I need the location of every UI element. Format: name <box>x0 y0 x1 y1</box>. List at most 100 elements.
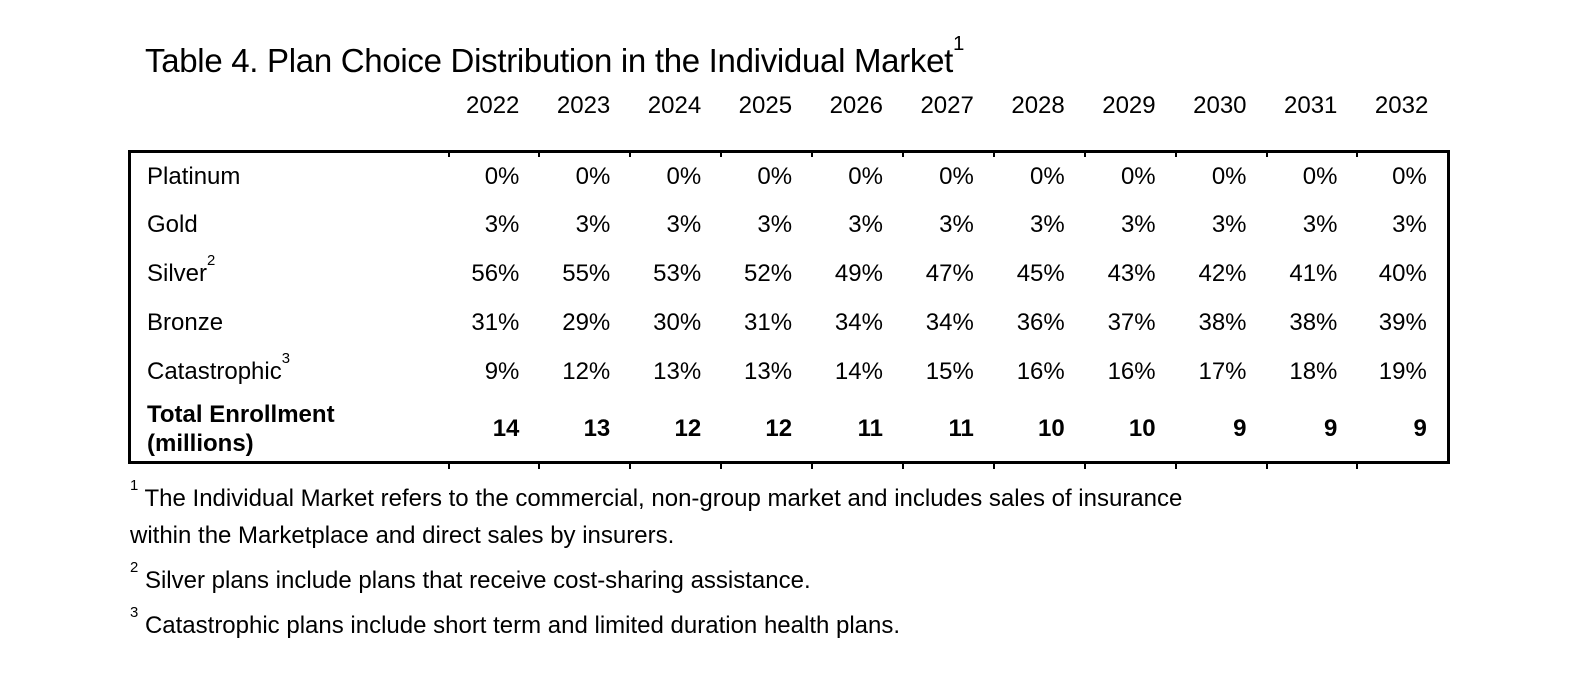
year-header: 2027 <box>920 92 974 119</box>
table-row-platinum: Platinum 0% 0% 0% 0% 0% 0% 0% 0% 0% 0% 0… <box>128 150 1450 201</box>
cell-value: 30% <box>653 309 702 336</box>
table-body: Platinum 0% 0% 0% 0% 0% 0% 0% 0% 0% 0% 0… <box>128 150 1450 469</box>
cell-value: 16% <box>1107 358 1156 385</box>
cell-value: 3% <box>1120 211 1156 238</box>
year-header: 2024 <box>647 92 702 119</box>
total-cell-value: 14 <box>447 396 540 469</box>
total-cell-value: 9 <box>1356 396 1450 469</box>
cell-value: 43% <box>1107 260 1156 287</box>
total-enrollment-row: Total Enrollment (millions) 14 13 12 12 … <box>128 396 1450 469</box>
cell-value: 49% <box>834 260 883 287</box>
cell-value: 55% <box>562 260 611 287</box>
cell-value: 45% <box>1016 260 1065 287</box>
cell-value: 3% <box>939 211 974 238</box>
total-cell-value: 9 <box>1174 396 1267 469</box>
table-title-text: Table 4. Plan Choice Distribution in the… <box>145 42 954 79</box>
total-cell-value: 12 <box>629 396 722 469</box>
cell-value: 3% <box>666 211 702 238</box>
table-row-bronze: Bronze 31% 29% 30% 31% 34% 34% 36% 37% 3… <box>128 298 1450 348</box>
cell-value: 0% <box>629 150 722 201</box>
year-header: 2030 <box>1193 92 1247 119</box>
cell-value: 3% <box>1211 211 1247 238</box>
cell-value: 0% <box>901 150 994 201</box>
cell-value: 15% <box>925 358 974 385</box>
plan-choice-table: 2022 2023 2024 2025 2026 2027 2028 2029 … <box>128 92 1450 469</box>
row-label: Catastrophic3 <box>128 347 449 397</box>
year-header: 2026 <box>829 92 883 119</box>
total-cell-value: 13 <box>538 396 631 469</box>
cell-value: 3% <box>1030 211 1065 238</box>
cell-value: 0% <box>1174 150 1267 201</box>
cell-value: 3% <box>848 211 883 238</box>
cell-value: 12% <box>562 358 611 385</box>
year-header: 2032 <box>1374 92 1429 119</box>
cell-value: 3% <box>484 211 520 238</box>
total-cell-value: 11 <box>811 396 903 469</box>
document-page: Table 4. Plan Choice Distribution in the… <box>128 33 1588 644</box>
footnote-2-marker: 2 <box>130 559 139 576</box>
title-superscript: 1 <box>953 31 965 55</box>
cell-value: 0% <box>1083 150 1176 201</box>
cell-value: 0% <box>720 150 813 201</box>
year-header: 2028 <box>1011 92 1065 119</box>
cell-value: 0% <box>538 150 631 201</box>
footnote-3-marker: 3 <box>130 604 139 621</box>
year-header: 2023 <box>556 92 611 119</box>
cell-value: 16% <box>1016 358 1065 385</box>
footnote-3: 3 Catastrophic plans include short term … <box>130 604 901 639</box>
cell-value: 0% <box>1265 150 1358 201</box>
row-label: Gold <box>128 200 449 250</box>
cell-value: 31% <box>471 309 520 336</box>
row-label-superscript: 2 <box>207 252 216 269</box>
cell-value: 3% <box>757 211 793 238</box>
row-label: Platinum <box>128 150 449 201</box>
footnote-1-marker: 1 <box>130 477 139 494</box>
year-header: 2025 <box>738 92 793 119</box>
cell-value: 0% <box>447 150 540 201</box>
total-cell-value: 10 <box>992 396 1085 469</box>
cell-value: 39% <box>1357 298 1450 348</box>
cell-value: 14% <box>834 358 883 385</box>
cell-value: 19% <box>1357 347 1450 397</box>
total-cell-value: 9 <box>1265 396 1358 469</box>
footnote-2: 2 Silver plans include plans that receiv… <box>130 559 811 594</box>
row-label-superscript: 3 <box>281 350 291 367</box>
table-row-silver: Silver2 56% 55% 53% 52% 49% 47% 45% 43% … <box>128 249 1450 299</box>
cell-value: 17% <box>1198 358 1247 385</box>
empty-header-cell <box>130 92 449 152</box>
cell-value: 0% <box>811 150 903 201</box>
cell-value: 3% <box>1302 211 1338 238</box>
year-header-row: 2022 2023 2024 2025 2026 2027 2028 2029 … <box>130 92 1449 152</box>
table-row-gold: Gold 3% 3% 3% 3% 3% 3% 3% 3% 3% 3% 3% <box>128 200 1450 250</box>
table-row-catastrophic: Catastrophic3 9% 12% 13% 13% 14% 15% 16%… <box>128 347 1450 397</box>
cell-value: 0% <box>1356 150 1450 201</box>
cell-value: 42% <box>1198 260 1247 287</box>
total-cell-value: 10 <box>1083 396 1176 469</box>
cell-value: 18% <box>1289 358 1338 385</box>
cell-value: 9% <box>484 358 520 385</box>
footnote-1: 1 The Individual Market refers to the co… <box>130 477 1183 549</box>
cell-value: 56% <box>471 260 520 287</box>
cell-value: 3% <box>1357 200 1450 250</box>
cell-value: 37% <box>1107 309 1156 336</box>
total-cell-value: 11 <box>901 396 994 469</box>
total-enrollment-label: Total Enrollment (millions) <box>128 396 449 464</box>
row-label: Bronze <box>128 298 449 348</box>
cell-value: 31% <box>744 309 793 336</box>
cell-value: 13% <box>744 358 793 385</box>
cell-value: 34% <box>834 309 883 336</box>
cell-value: 38% <box>1289 309 1338 336</box>
table-title: Table 4. Plan Choice Distribution in the… <box>145 33 1588 80</box>
cell-value: 36% <box>1016 309 1065 336</box>
cell-value: 41% <box>1289 260 1338 287</box>
year-header: 2031 <box>1284 92 1338 119</box>
cell-value: 53% <box>653 260 702 287</box>
footnotes: 1 The Individual Market refers to the co… <box>130 477 1588 644</box>
cell-value: 0% <box>992 150 1085 201</box>
cell-value: 13% <box>653 358 702 385</box>
cell-value: 52% <box>744 260 793 287</box>
cell-value: 3% <box>575 211 611 238</box>
cell-value: 38% <box>1198 309 1247 336</box>
row-label: Silver2 <box>128 249 449 299</box>
cell-value: 29% <box>562 309 611 336</box>
